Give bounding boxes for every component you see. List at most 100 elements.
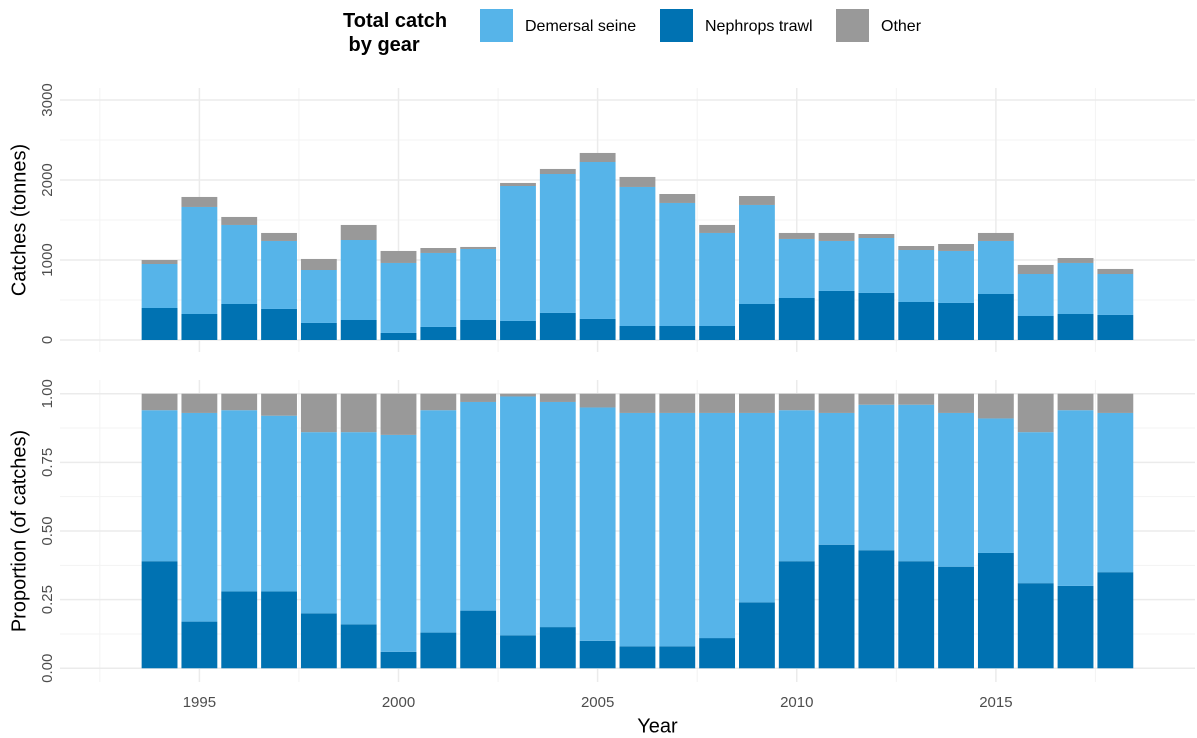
bar-segment bbox=[539, 627, 576, 669]
bar-segment bbox=[340, 393, 377, 433]
bar-segment bbox=[380, 434, 417, 652]
bar-segment bbox=[141, 561, 178, 669]
y-tick-label: 2000 bbox=[39, 163, 56, 196]
bar-segment bbox=[181, 621, 218, 669]
bar-segment bbox=[858, 404, 895, 551]
bar-segment bbox=[539, 174, 576, 313]
bar-segment bbox=[818, 240, 855, 291]
bar-segment bbox=[500, 320, 536, 340]
bar-segment bbox=[619, 412, 656, 647]
bar-segment bbox=[340, 432, 377, 625]
bar-segment bbox=[1017, 432, 1054, 584]
bar-segment bbox=[858, 292, 895, 340]
bar-segment bbox=[500, 393, 536, 397]
bar-segment bbox=[420, 393, 457, 411]
bar-segment bbox=[539, 312, 576, 340]
legend-label: Demersal seine bbox=[525, 18, 636, 35]
bar-segment bbox=[659, 412, 696, 647]
bar-segment bbox=[1057, 410, 1094, 586]
bar-segment bbox=[699, 393, 736, 413]
bar-segment bbox=[619, 393, 656, 413]
bar-segment bbox=[420, 252, 457, 327]
bar-segment bbox=[420, 248, 457, 253]
bar-segment bbox=[699, 326, 736, 340]
bar-segment bbox=[141, 393, 178, 411]
bar-segment bbox=[261, 415, 297, 592]
bar-segment bbox=[818, 544, 855, 669]
bar-segment bbox=[579, 318, 616, 340]
bar-segment bbox=[340, 224, 377, 240]
bar-segment bbox=[1017, 316, 1054, 340]
bar-segment bbox=[380, 651, 417, 669]
bar-segment bbox=[420, 326, 457, 340]
bar-segment bbox=[1057, 258, 1094, 263]
bar-segment bbox=[699, 412, 736, 639]
bar-segment bbox=[300, 258, 337, 270]
bar-segment bbox=[1057, 262, 1094, 314]
bar-segment bbox=[500, 182, 536, 186]
bar-segment bbox=[739, 196, 775, 205]
bar-segment bbox=[460, 320, 497, 340]
bar-segment bbox=[659, 646, 696, 669]
bar-segment bbox=[739, 393, 775, 413]
bar-segment bbox=[380, 262, 417, 333]
bar-segment bbox=[460, 246, 497, 249]
bar-segment bbox=[818, 412, 855, 545]
bar-segment bbox=[619, 186, 656, 326]
y-tick-label: 1000 bbox=[39, 243, 56, 276]
bar-segment bbox=[1057, 314, 1094, 340]
legend-swatch bbox=[660, 9, 693, 42]
bar-segment bbox=[977, 393, 1014, 419]
bar-segment bbox=[778, 238, 815, 298]
bar-segment bbox=[420, 410, 457, 633]
x-tick-label: 1995 bbox=[183, 694, 216, 711]
bar-segment bbox=[181, 206, 218, 314]
bar-segment bbox=[938, 302, 974, 340]
bar-segment bbox=[141, 308, 178, 340]
y-tick-label: 0 bbox=[39, 336, 56, 344]
bar-segment bbox=[1097, 274, 1134, 315]
bar-segment bbox=[898, 246, 935, 250]
bar-segment bbox=[221, 216, 258, 225]
bar-segment bbox=[659, 393, 696, 413]
bar-segment bbox=[659, 326, 696, 340]
bar-segment bbox=[340, 624, 377, 669]
bar-segment bbox=[340, 320, 377, 340]
legend-swatch bbox=[480, 9, 513, 42]
bar-segment bbox=[141, 260, 178, 264]
bar-segment bbox=[977, 552, 1014, 669]
bar-segment bbox=[539, 168, 576, 174]
bar-segment bbox=[938, 393, 974, 413]
bar-segment bbox=[1017, 393, 1054, 433]
bar-segment bbox=[579, 152, 616, 162]
bar-segment bbox=[977, 418, 1014, 553]
legend-title: Total catch by gear bbox=[343, 10, 447, 56]
bar-segment bbox=[739, 304, 775, 340]
bar-segment bbox=[699, 638, 736, 669]
y-tick-label: 1.00 bbox=[39, 379, 56, 408]
bar-segment bbox=[221, 393, 258, 411]
bar-segment bbox=[778, 232, 815, 239]
bar-segment bbox=[858, 238, 895, 293]
bar-segment bbox=[938, 244, 974, 251]
bar-segment bbox=[261, 591, 297, 669]
bar-segment bbox=[181, 393, 218, 413]
bar-segment bbox=[500, 186, 536, 321]
y-axis-title: Catches (tonnes) bbox=[8, 144, 30, 296]
bar-segment bbox=[898, 561, 935, 669]
bar-segment bbox=[699, 224, 736, 233]
y-tick-label: 0.50 bbox=[39, 516, 56, 545]
bar-segment bbox=[221, 591, 258, 669]
bar-segment bbox=[977, 294, 1014, 340]
bar-segment bbox=[300, 322, 337, 340]
x-tick-label: 2000 bbox=[382, 694, 415, 711]
y-tick-label: 0.75 bbox=[39, 448, 56, 477]
bar-segment bbox=[898, 302, 935, 340]
bar-segment bbox=[500, 396, 536, 636]
bar-segment bbox=[300, 613, 337, 669]
bar-segment bbox=[221, 304, 258, 340]
bar-segment bbox=[460, 248, 497, 320]
bar-segment bbox=[460, 401, 497, 611]
bar-segment bbox=[739, 412, 775, 603]
